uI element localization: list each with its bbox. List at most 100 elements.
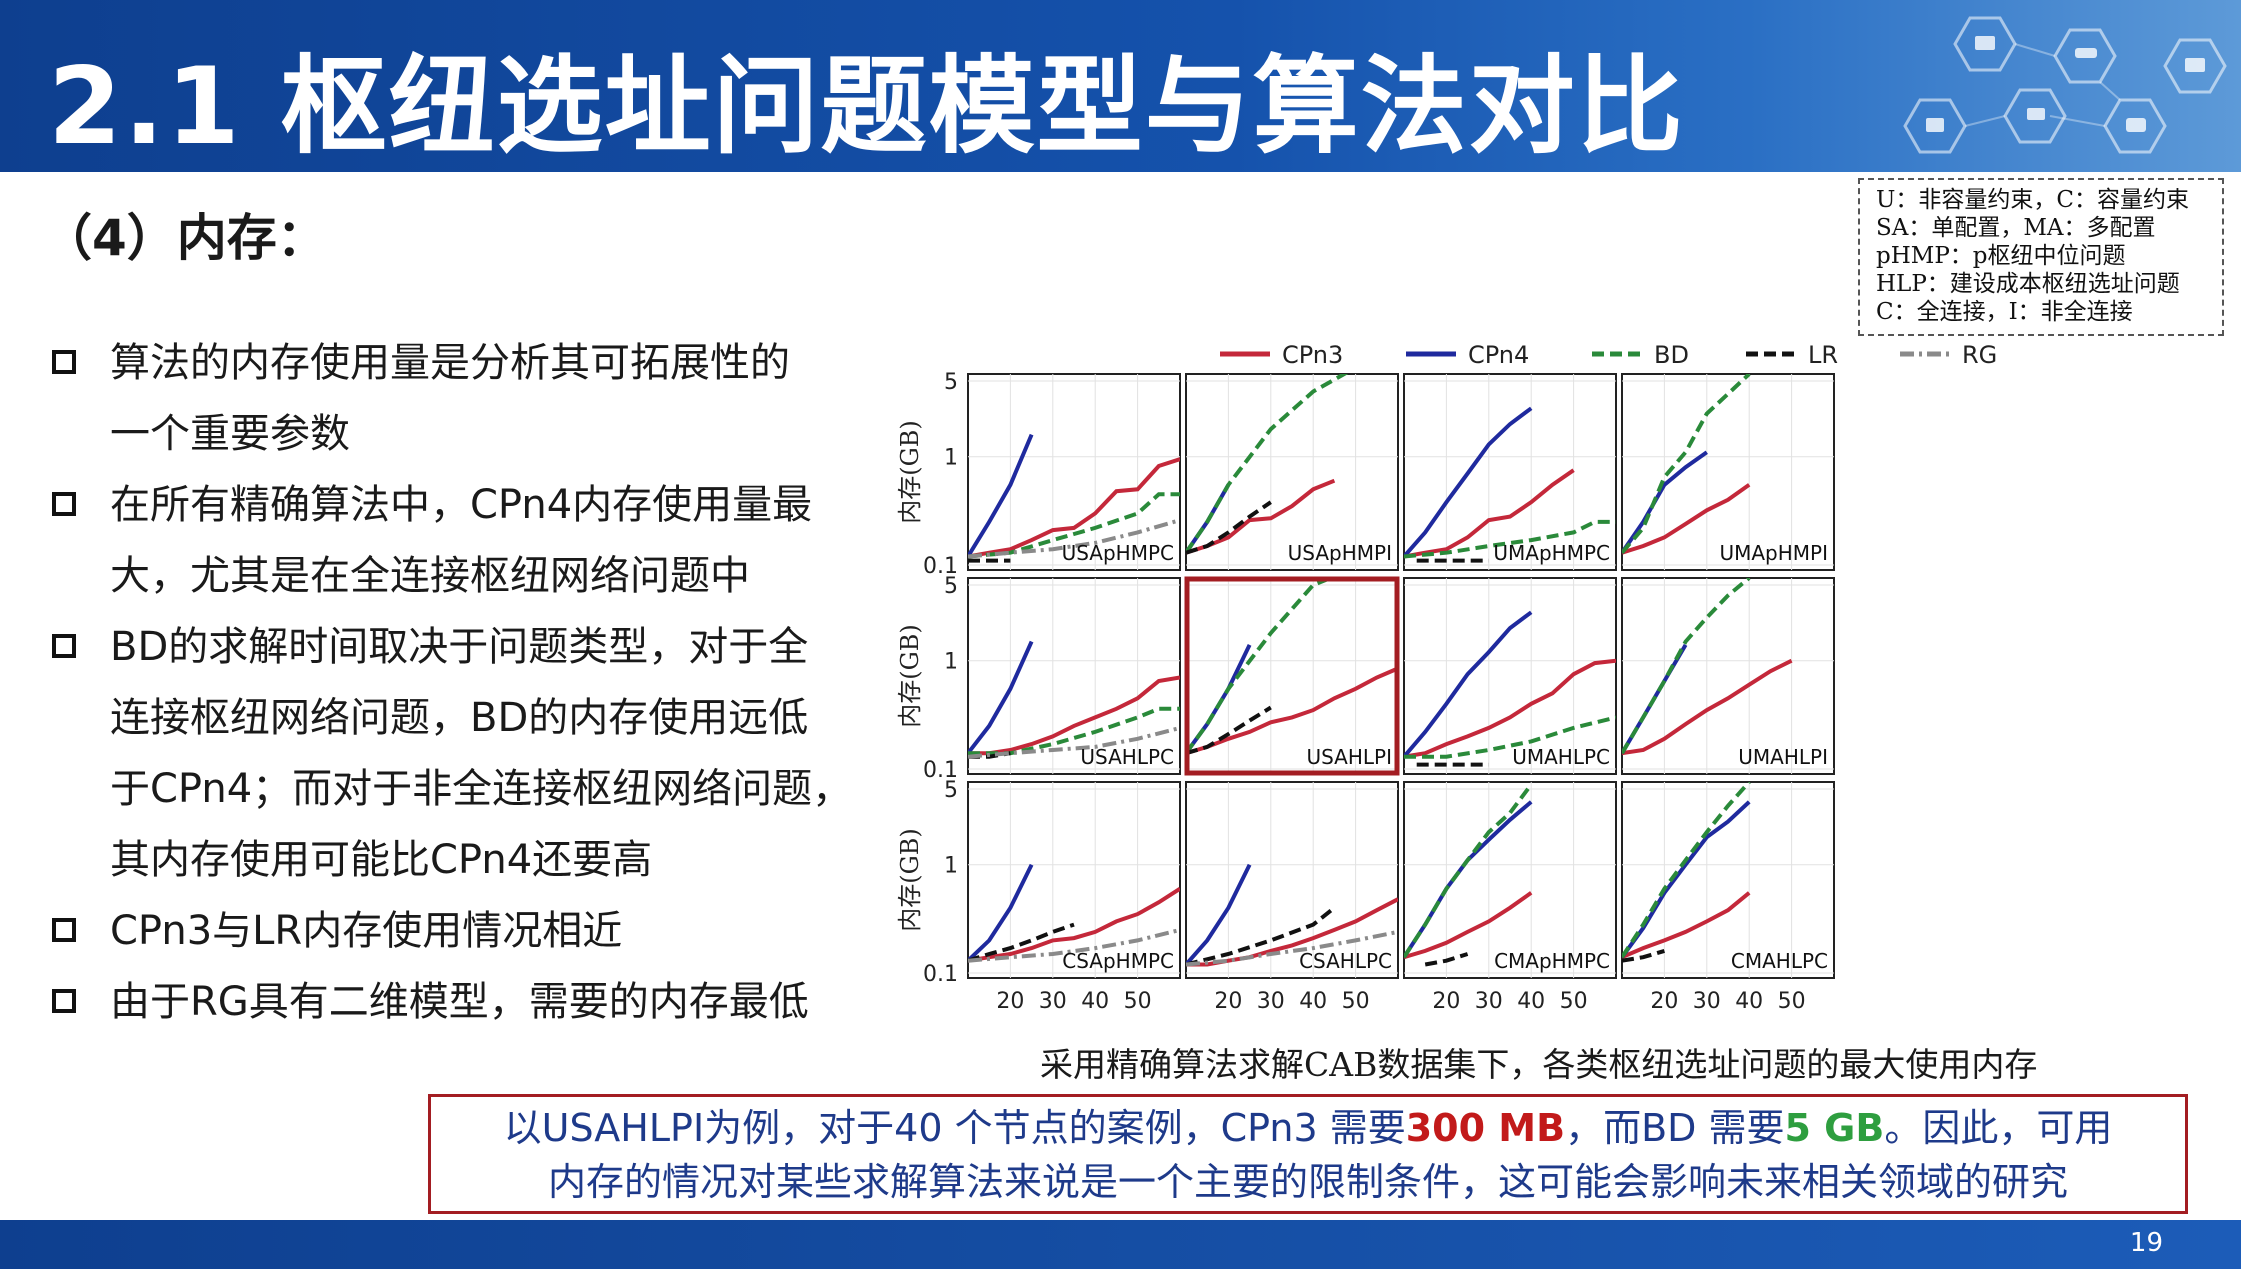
square-bullet-icon <box>52 989 76 1013</box>
bullet-line: 大，尤其是在全连接枢纽网络问题中 <box>110 553 750 599</box>
series-line-bd <box>1622 782 1751 959</box>
series-line-lr <box>1186 906 1336 967</box>
x-tick-label: 30 <box>1257 989 1285 1014</box>
panel-frame <box>967 373 1181 571</box>
series-line-cpn3 <box>1622 891 1751 960</box>
bullet-item: BD的求解时间取决于问题类型，对于全 连接枢纽网络问题，BD的内存使用远低 于C… <box>48 612 908 896</box>
highlight-frame <box>1184 576 1400 776</box>
bullet-item: 在所有精确算法中，CPn4内存使用量最 大，尤其是在全连接枢纽网络问题中 <box>48 470 908 612</box>
square-bullet-icon <box>52 350 76 374</box>
panel-label: USApHMPC <box>1062 541 1174 565</box>
bullet-line: 于CPn4；而对于非全连接枢纽网络问题， <box>110 766 853 812</box>
panel-label: UMApHMPI <box>1719 541 1828 565</box>
panel-label: CSAHLPC <box>1299 949 1392 973</box>
panel-frame <box>1403 577 1617 775</box>
panel-UMAHLPI: UMAHLPI <box>1621 577 1835 775</box>
y-tick-label: 0.1 <box>923 962 958 987</box>
series-line-lr <box>1424 952 1469 967</box>
x-tick-label: 50 <box>1778 989 1806 1014</box>
panel-label: UMAHLPC <box>1512 745 1610 769</box>
panel-UMAHLPC: UMAHLPC <box>1403 577 1617 775</box>
panel-CSAHLPC: CSAHLPC 20 30 40 50 <box>1185 781 1399 1014</box>
series-line-rg <box>968 518 1180 559</box>
series-line-cpn4 <box>1622 800 1751 959</box>
x-tick-label: 30 <box>1039 989 1067 1014</box>
panel-UMApHMPC: UMApHMPC <box>1403 373 1617 571</box>
x-tick-label: 20 <box>1650 989 1678 1014</box>
panel-CSApHMPC: CSApHMPC 0.1 1 5 内存(GB) 20 30 40 50 <box>896 778 1181 1014</box>
legend-note-line: C：全连接，I：非全连接 <box>1876 299 2133 325</box>
panel-frame <box>1621 781 1835 979</box>
series-line-cpn3 <box>1404 658 1616 759</box>
bullet-list: 算法的内存使用量是分析其可拓展性的 一个重要参数 在所有精确算法中，CPn4内存… <box>48 328 908 1038</box>
legend-label-rg: RG <box>1962 341 1997 369</box>
panel-frame <box>967 577 1181 775</box>
series-line-cpn4 <box>968 863 1034 963</box>
header-banner: 2.1 枢纽选址问题模型与算法对比 <box>0 0 2241 172</box>
panel-USApHMPC: USApHMPC 0.1 1 5 内存(GB) <box>896 370 1181 579</box>
x-tick-label: 40 <box>1517 989 1545 1014</box>
y-tick-label: 1 <box>944 854 958 879</box>
x-tick-label: 30 <box>1693 989 1721 1014</box>
legend-label-lr: LR <box>1808 341 1838 369</box>
panel-label: CSApHMPC <box>1062 949 1174 973</box>
series-line-bd <box>968 492 1180 559</box>
bullet-item: 算法的内存使用量是分析其可拓展性的 一个重要参数 <box>48 328 908 470</box>
y-tick-label: 1 <box>944 446 958 471</box>
series-line-rg <box>968 725 1180 759</box>
conclusion-line-2: 内存的情况对某些求解算法来说是一个主要的限制条件，这可能会影响未来相关领域的研究 <box>547 1160 2068 1204</box>
series-line-bd <box>1404 519 1616 559</box>
series-line-rg <box>1186 929 1398 967</box>
bullet-line: CPn3与LR内存使用情况相近 <box>110 908 623 954</box>
series-line-lr <box>1186 500 1272 555</box>
y-tick-label: 5 <box>944 370 958 395</box>
section-title: （4）内存： <box>42 209 327 267</box>
y-tick-label: 5 <box>944 574 958 599</box>
y-tick-label: 0.1 <box>923 554 958 579</box>
x-tick-label: 40 <box>1081 989 1109 1014</box>
network-decoration-icon <box>1903 16 2227 154</box>
panel-label: USApHMPI <box>1288 541 1392 565</box>
x-tick-label: 50 <box>1342 989 1370 1014</box>
panel-CMAHLPC: CMAHLPC 20 30 40 50 <box>1621 781 1835 1014</box>
bullet-line: 一个重要参数 <box>110 411 350 457</box>
panel-label: CMAHLPC <box>1731 949 1828 973</box>
series-line-cpn3 <box>968 887 1180 963</box>
panel-label: USAHLPI <box>1306 745 1392 769</box>
panel-frame <box>1621 373 1835 571</box>
bullet-line: 其内存使用可能比CPn4还要高 <box>110 837 653 883</box>
bullet-line: 连接枢纽网络问题，BD的内存使用远低 <box>110 695 809 741</box>
x-tick-label: 50 <box>1124 989 1152 1014</box>
legend-note-line: pHMP：p枢纽中位问题 <box>1876 243 2126 269</box>
y-axis-label: 内存(GB) <box>896 828 924 932</box>
panel-frame <box>1403 373 1617 571</box>
series-line-lr <box>1186 705 1272 756</box>
legend-label-bd: BD <box>1654 341 1689 369</box>
square-bullet-icon <box>52 634 76 658</box>
y-tick-label: 0.1 <box>923 758 958 783</box>
y-axis-label: 内存(GB) <box>896 624 924 728</box>
series-line-cpn4 <box>1404 406 1533 558</box>
x-tick-label: 50 <box>1560 989 1588 1014</box>
x-tick-label: 30 <box>1475 989 1503 1014</box>
panel-USAHLPC: USAHLPC 0.1 1 5 内存(GB) <box>896 574 1181 783</box>
y-tick-label: 5 <box>944 778 958 803</box>
conclusion-line-1: 以USAHLPI为例，对于40 个节点的案例，CPn3 需要300 MB，而BD… <box>431 1101 2185 1155</box>
panel-frame <box>967 781 1181 979</box>
series-line-cpn4 <box>1186 863 1252 966</box>
conclusion-text: 以USAHLPI为例，对于40 个节点的案例，CPn3 需要 <box>503 1106 1406 1150</box>
x-tick-label: 20 <box>996 989 1024 1014</box>
panel-CMApHMPC: CMApHMPC 20 30 40 50 <box>1403 781 1617 1014</box>
series-line-cpn4 <box>1404 610 1533 758</box>
page-title: 2.1 枢纽选址问题模型与算法对比 <box>48 45 1685 168</box>
square-bullet-icon <box>52 492 76 516</box>
series-line-cpn4 <box>1622 450 1708 554</box>
series-line-cpn3 <box>1622 658 1793 756</box>
bullet-line: 由于RG具有二维模型，需要的内存最低 <box>110 979 809 1025</box>
panel-label: CMApHMPC <box>1494 949 1610 973</box>
panel-USApHMPI: USApHMPI <box>1185 373 1399 571</box>
bullet-item: 由于RG具有二维模型，需要的内存最低 <box>48 967 908 1038</box>
series-line-bd <box>968 706 1180 756</box>
memory-usage-chart-grid: CPn3 CPn4 BD LR RGUSApHMPC0.115内存(GB)USApHMP… <box>896 341 1997 1014</box>
page-number: 19 <box>2129 1228 2163 1258</box>
